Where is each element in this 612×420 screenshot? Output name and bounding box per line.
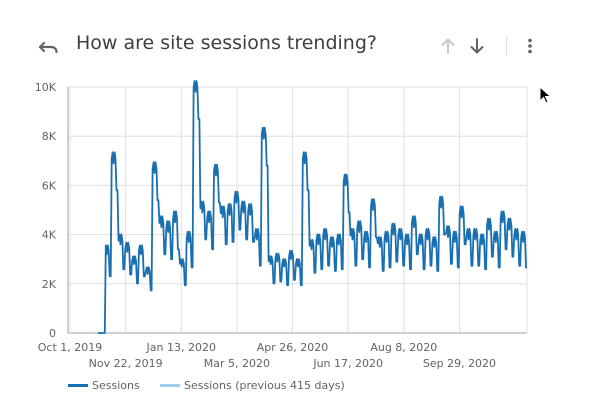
- x-tick-label: Apr 26, 2020: [257, 341, 329, 354]
- legend-label-sessions: Sessions: [92, 379, 140, 392]
- mouse-pointer-icon: [539, 85, 553, 106]
- x-axis-ticks: Oct 1, 2019 Nov 22, 2019 Jan 13, 2020 Mar 5…: [38, 341, 496, 370]
- y-tick-label: 2K: [42, 278, 57, 291]
- y-tick-label: 10K: [35, 81, 57, 94]
- legend-item-previous[interactable]: Sessions (previous 415 days): [160, 379, 345, 392]
- legend-swatch-previous: [160, 383, 180, 387]
- undo-icon[interactable]: [36, 34, 62, 60]
- series-layer: [98, 80, 527, 334]
- chart-grid: [67, 86, 528, 334]
- legend-label-previous: Sessions (previous 415 days): [184, 379, 345, 392]
- more-vert-icon[interactable]: [518, 34, 542, 58]
- y-tick-label: 6K: [42, 179, 57, 192]
- x-tick-label: Mar 5, 2020: [204, 357, 270, 370]
- x-tick-label: Nov 22, 2019: [89, 357, 163, 370]
- arrow-up-icon[interactable]: [436, 34, 460, 58]
- arrow-down-icon[interactable]: [465, 34, 489, 58]
- x-tick-label: Jun 17, 2020: [312, 357, 383, 370]
- x-tick-label: Oct 1, 2019: [38, 341, 103, 354]
- y-tick-label: 0: [49, 327, 56, 340]
- x-tick-label: Aug 8, 2020: [370, 341, 437, 354]
- y-axis-ticks: 0 2K 4K 6K 8K 10K: [35, 81, 57, 340]
- header-divider: [506, 36, 507, 56]
- legend-item-sessions[interactable]: Sessions: [68, 379, 140, 392]
- x-tick-label: Sep 29, 2020: [423, 357, 496, 370]
- series-line-sessions: [98, 80, 527, 334]
- y-tick-label: 8K: [42, 130, 57, 143]
- card-title: How are site sessions trending?: [76, 32, 377, 54]
- x-tick-label: Jan 13, 2020: [146, 341, 216, 354]
- card-header: How are site sessions trending?: [0, 26, 560, 66]
- y-tick-label: 4K: [42, 229, 57, 242]
- legend-swatch-sessions: [68, 383, 88, 387]
